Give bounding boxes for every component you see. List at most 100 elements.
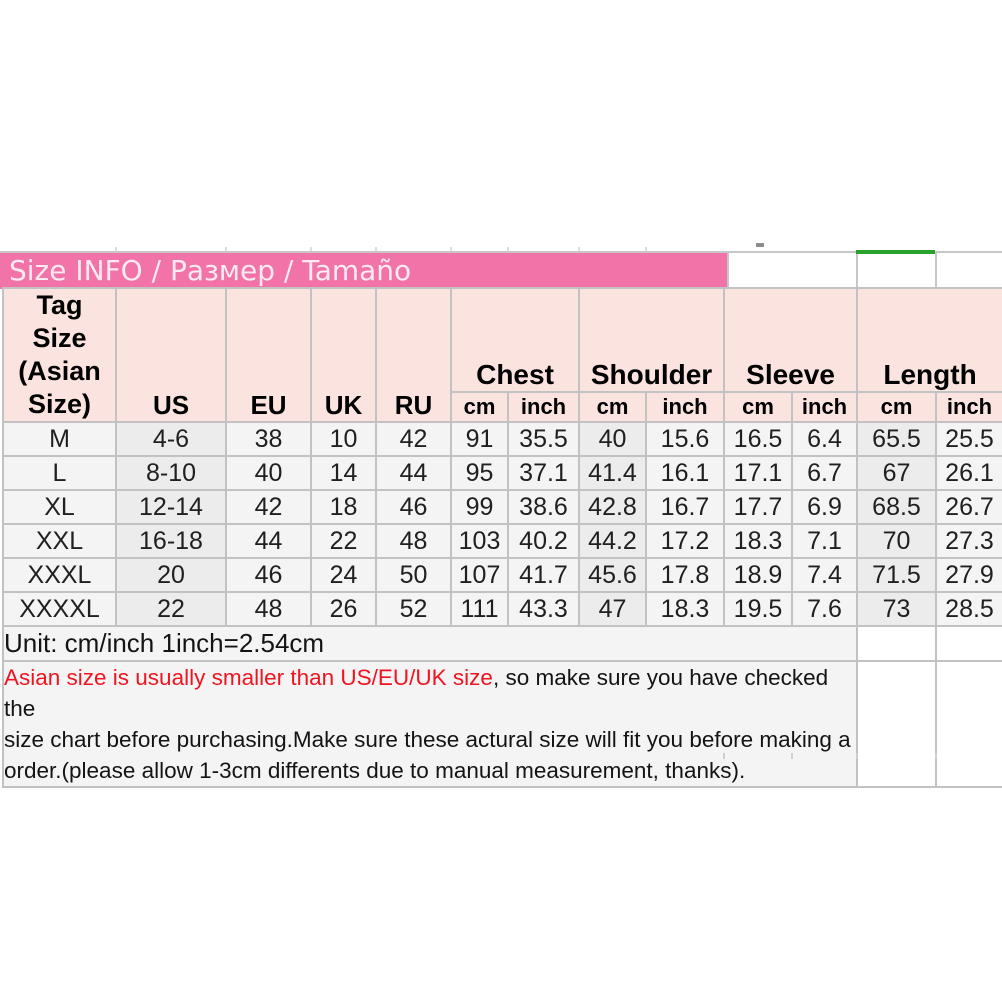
table-row-xxxxl: XXXXL 22 48 26 52 111 43.3 47 18.3 19.5 … (2, 591, 1002, 627)
subheader-shoulder-inch: inch (645, 391, 726, 423)
cell-uk: 18 (310, 489, 377, 525)
gridline-tick (578, 247, 580, 252)
header-row-groups: Tag Size (Asian Size) US EU UK RU Chest … (2, 287, 1002, 423)
gridline-tick (115, 247, 117, 252)
cell-sleeve-cm: 19.5 (723, 591, 794, 627)
cell-length-inch: 28.5 (935, 591, 1002, 627)
subheader-chest-inch: inch (506, 391, 581, 423)
cell-sleeve-cm: 18.3 (723, 523, 794, 559)
cell-sleeve-cm: 18.9 (723, 557, 794, 593)
cell-length-cm: 65.5 (856, 421, 938, 457)
group-header-sleeve: Sleeve (723, 287, 859, 393)
cell-sleeve-inch: 7.4 (791, 557, 859, 593)
group-header-chest: Chest (449, 287, 581, 393)
cell-length-cm: 68.5 (856, 489, 938, 525)
gridline-artifact (756, 243, 764, 247)
size-note: Asian size is usually smaller than US/EU… (1, 660, 859, 788)
gridline-tick (856, 753, 858, 759)
table-row-xxl: XXL 16-18 44 22 48 103 40.2 44.2 17.2 18… (2, 523, 1002, 559)
gridline-tick (791, 753, 793, 759)
cell-eu: 48 (225, 591, 312, 627)
cell-chest-inch: 35.5 (506, 421, 581, 457)
cell-shoulder-cm: 45.6 (578, 557, 648, 593)
cell-tag: L (2, 455, 117, 491)
cell-eu: 40 (225, 455, 312, 491)
note-line-1: Asian size is usually smaller than US/EU… (4, 663, 855, 724)
cell-ru: 52 (375, 591, 452, 627)
cell-chest-inch: 38.6 (506, 489, 581, 525)
cell-chest-cm: 99 (450, 489, 509, 525)
cell-uk: 10 (310, 421, 377, 457)
unit-row: Unit: cm/inch 1inch=2.54cm (1, 625, 1002, 662)
cell-tag: XXL (2, 523, 117, 559)
gridline-tick (507, 247, 509, 252)
cell-length-cm: 70 (856, 523, 938, 559)
cell-shoulder-cm: 41.4 (578, 455, 648, 491)
cell-ru: 46 (375, 489, 452, 525)
note-row: Asian size is usually smaller than US/EU… (1, 660, 1002, 788)
table-row-xl: XL 12-14 42 18 46 99 38.6 42.8 16.7 17.7… (2, 489, 1002, 525)
note-line-2: size chart before purchasing.Make sure t… (4, 727, 851, 752)
cell-eu: 44 (225, 523, 312, 559)
header-row-units: cm inch cm inch cm inch cm inch (3, 391, 1002, 423)
note-warning-red: Asian size is usually smaller than US/EU… (4, 665, 493, 690)
cell-length-cm: 71.5 (856, 557, 938, 593)
size-table: Tag Size (Asian Size) US EU UK RU Chest … (1, 287, 1002, 788)
cell-length-inch: 27.9 (935, 557, 1002, 593)
group-header-shoulder: Shoulder (578, 287, 726, 393)
gridline-tick (645, 247, 647, 252)
table-row-l: L 8-10 40 14 44 95 37.1 41.4 16.1 17.1 6… (2, 455, 1002, 491)
gridline-tick (935, 753, 937, 759)
cell-tag: XL (2, 489, 117, 525)
cell-chest-cm: 111 (450, 591, 509, 627)
cell-chest-cm: 91 (450, 421, 509, 457)
cell-shoulder-inch: 16.7 (645, 489, 726, 525)
cell-chest-inch: 43.3 (506, 591, 581, 627)
empty-cell (935, 660, 1002, 788)
cell-shoulder-cm: 47 (578, 591, 648, 627)
subheader-shoulder-cm: cm (578, 391, 648, 423)
cell-eu: 42 (225, 489, 312, 525)
empty-cell (727, 253, 856, 289)
cell-us: 16-18 (115, 523, 227, 559)
gridline-tick (450, 247, 452, 252)
cell-eu: 46 (225, 557, 312, 593)
cell-sleeve-cm: 17.1 (723, 455, 794, 491)
selection-highlight (856, 250, 935, 254)
subheader-sleeve-cm: cm (723, 391, 794, 423)
cell-tag: XXXL (2, 557, 117, 593)
cell-sleeve-inch: 6.7 (791, 455, 859, 491)
cell-sleeve-inch: 6.9 (791, 489, 859, 525)
empty-cell (856, 660, 938, 788)
cell-chest-cm: 107 (450, 557, 509, 593)
empty-cell (935, 625, 1002, 662)
cell-eu: 38 (225, 421, 312, 457)
cell-sleeve-cm: 16.5 (723, 421, 794, 457)
col-header-uk: UK (310, 287, 377, 423)
cell-us: 12-14 (115, 489, 227, 525)
cell-chest-inch: 41.7 (506, 557, 581, 593)
gridline-tick (375, 247, 377, 252)
cell-sleeve-inch: 6.4 (791, 421, 859, 457)
cell-us: 22 (115, 591, 227, 627)
note-line-1-rest: , so make sure you have checked the (4, 665, 829, 721)
cell-ru: 50 (375, 557, 452, 593)
cell-ru: 48 (375, 523, 452, 559)
subheader-sleeve-inch: inch (791, 391, 859, 423)
cell-tag: M (2, 421, 117, 457)
empty-cell (856, 625, 938, 662)
cell-length-cm: 67 (856, 455, 938, 491)
cell-uk: 14 (310, 455, 377, 491)
col-header-eu: EU (225, 287, 312, 423)
cell-length-inch: 25.5 (935, 421, 1002, 457)
cell-us: 8-10 (115, 455, 227, 491)
cell-shoulder-cm: 42.8 (578, 489, 648, 525)
cell-uk: 22 (310, 523, 377, 559)
cell-length-inch: 26.7 (935, 489, 1002, 525)
cell-chest-cm: 103 (450, 523, 509, 559)
cell-ru: 44 (375, 455, 452, 491)
cell-sleeve-cm: 17.7 (723, 489, 794, 525)
cell-shoulder-cm: 44.2 (578, 523, 648, 559)
cell-length-cm: 73 (856, 591, 938, 627)
cell-tag: XXXXL (2, 591, 117, 627)
